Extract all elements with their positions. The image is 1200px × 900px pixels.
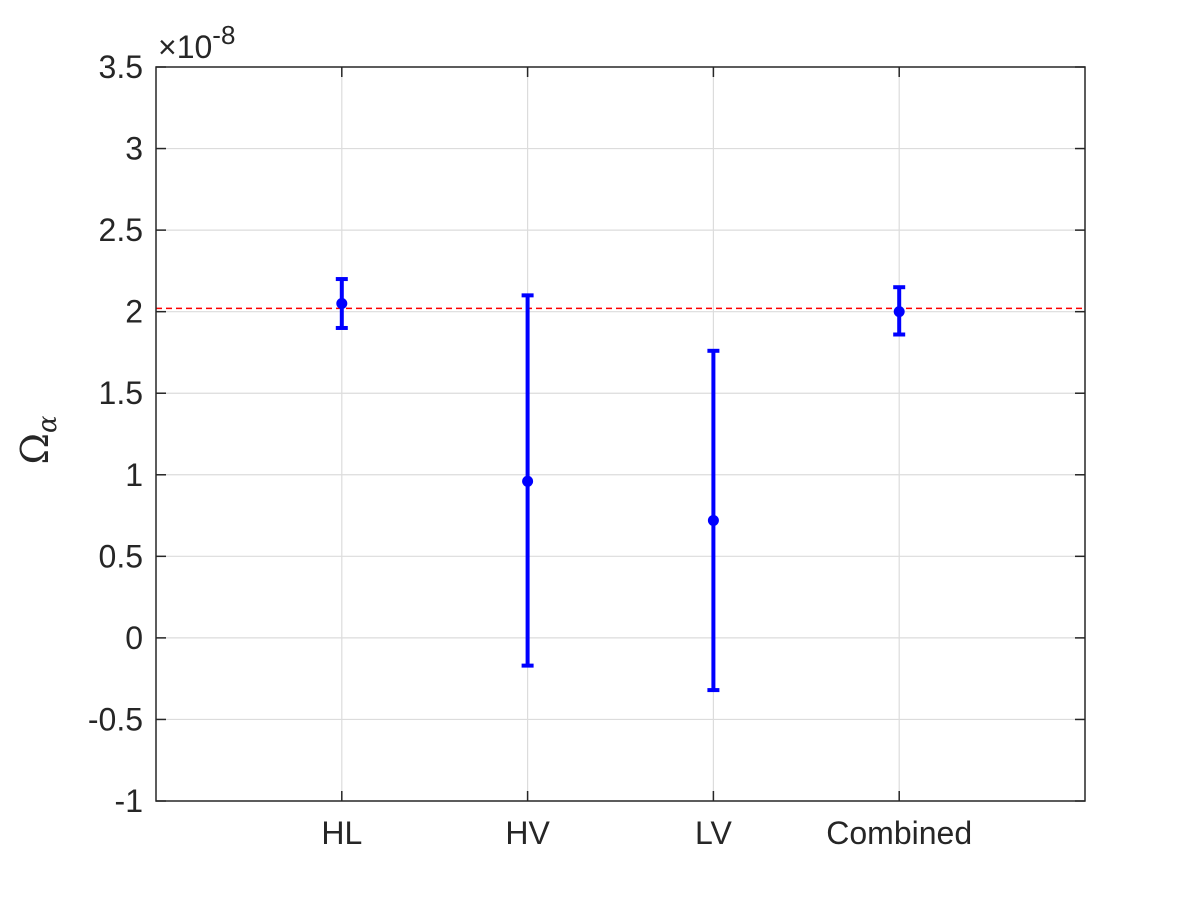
data-point [336, 298, 348, 310]
x-tick-label: HL [321, 815, 362, 851]
exponent-power: -8 [212, 20, 235, 50]
plot-area [156, 67, 1085, 801]
y-tick-label: 1 [125, 457, 143, 493]
data-point [707, 514, 719, 526]
plot-frame [155, 66, 1086, 802]
x-tick-label: HV [505, 815, 550, 851]
data-layer [335, 277, 906, 693]
y-axis-label: Ωα [13, 415, 63, 465]
exponent-label: ×10-8 [158, 20, 235, 65]
y-tick-label: 1.5 [99, 375, 143, 411]
y-tick-label: -0.5 [88, 701, 143, 737]
x-tick-label: LV [695, 815, 732, 851]
exponent-prefix: ×10 [158, 29, 212, 65]
y-tick-label: 2 [125, 294, 143, 330]
y-tick-label: 3 [125, 131, 143, 167]
y-tick-label: 0.5 [99, 538, 143, 574]
data-point [893, 306, 905, 318]
ticks [156, 66, 1085, 802]
tick-labels: -1 -0.5 0 0.5 1 1.5 2 2.5 3 3.5 HL HV LV Combined [88, 49, 972, 851]
y-tick-label: 2.5 [99, 212, 143, 248]
x-tick-label: Combined [826, 815, 972, 851]
y-tick-label: 0 [125, 620, 143, 656]
y-axis-label-subscript: α [33, 415, 63, 433]
y-tick-label: 3.5 [99, 49, 143, 85]
y-axis-label-main: Ω [13, 433, 57, 465]
data-point [522, 475, 534, 487]
y-tick-label: -1 [115, 783, 143, 819]
